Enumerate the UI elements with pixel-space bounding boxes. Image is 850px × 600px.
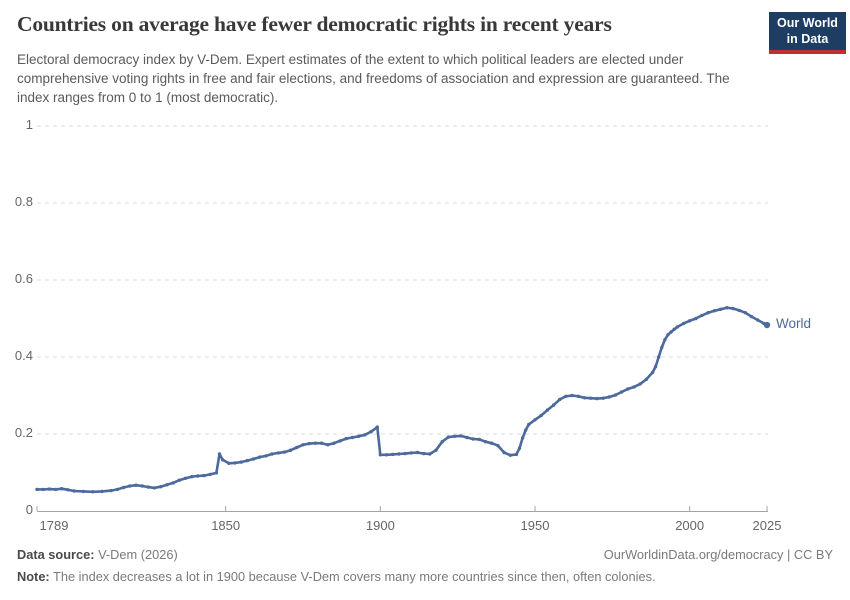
x-axis-tick-label: 2000 (675, 518, 705, 533)
world-line-series[interactable] (35, 306, 771, 494)
y-axis-tick-label: 1 (25, 117, 33, 132)
x-axis-tick-label: 1950 (520, 518, 550, 533)
y-axis-tick-label: 0.2 (14, 425, 33, 440)
owid-logo[interactable]: Our World in Data (769, 12, 846, 55)
note-line: Note: The index decreases a lot in 1900 … (17, 569, 817, 584)
owid-logo-line2: in Data (786, 31, 829, 46)
y-axis-tick-label: 0 (25, 502, 33, 517)
note-label: Note: (17, 569, 50, 584)
y-axis-tick-label: 0.6 (14, 271, 33, 286)
y-axis-tick-label: 0.4 (14, 348, 33, 363)
x-axis-tick-label: 1789 (39, 518, 69, 533)
owid-logo-line1: Our World (777, 16, 838, 30)
chart-subtitle: Electoral democracy index by V-Dem. Expe… (17, 52, 730, 106)
data-source-label: Data source: (17, 547, 95, 562)
data-source-value: V-Dem (2026) (94, 547, 178, 562)
y-axis-tick-label: 0.8 (14, 194, 33, 209)
page-title: Countries on average have fewer democrat… (17, 12, 612, 36)
x-axis-tick-label: 2025 (752, 518, 782, 533)
note-text: The index decreases a lot in 1900 becaus… (49, 569, 656, 584)
x-axis-tick-label: 1900 (365, 518, 395, 533)
gridlines (37, 125, 768, 435)
series-label-world[interactable]: World (776, 316, 812, 332)
x-axis (36, 506, 768, 512)
url-credit[interactable]: OurWorldinData.org/democracy | CC BY (603, 547, 833, 562)
x-axis-tick-label: 1850 (211, 518, 241, 533)
data-source-line: Data source: V-Dem (2026) (17, 547, 178, 562)
series-end-dot (763, 321, 771, 329)
